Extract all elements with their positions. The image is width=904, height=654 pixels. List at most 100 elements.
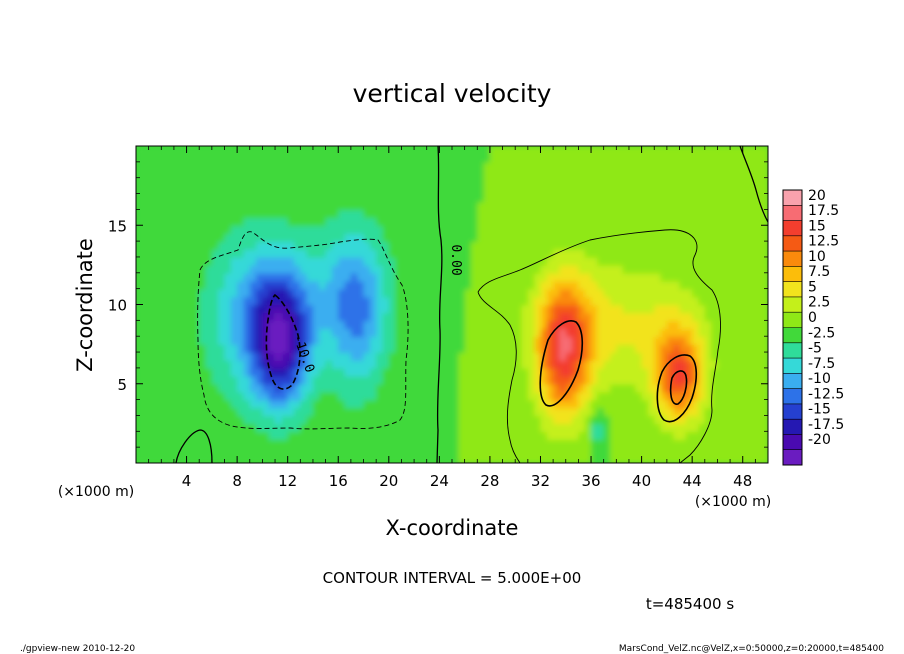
- field-cell: [502, 328, 510, 337]
- field-cell: [230, 415, 238, 425]
- field-cell: [237, 320, 245, 330]
- field-cell: [357, 304, 365, 314]
- field-cell: [294, 296, 302, 306]
- field-cell: [628, 193, 637, 203]
- field-cell: [407, 161, 415, 171]
- field-cell: [433, 336, 441, 345]
- field-cell: [711, 177, 719, 187]
- field-cell: [483, 169, 491, 179]
- field-cell: [666, 312, 674, 322]
- field-cell: [294, 359, 302, 369]
- colorbar-label: 15: [808, 218, 826, 234]
- field-cell: [186, 344, 194, 353]
- field-cell: [325, 146, 333, 155]
- field-cell: [136, 455, 144, 463]
- field-cell: [685, 383, 693, 393]
- field-cell: [281, 146, 289, 155]
- field-cell: [199, 209, 207, 219]
- field-cell: [572, 336, 580, 345]
- field-cell: [515, 209, 523, 219]
- field-cell: [730, 439, 738, 448]
- field-cell: [717, 296, 725, 306]
- field-cell: [654, 177, 662, 187]
- field-cell: [180, 328, 188, 337]
- field-cell: [382, 296, 390, 306]
- field-cell: [673, 280, 681, 290]
- field-cell: [211, 431, 219, 441]
- field-cell: [275, 336, 283, 345]
- field-cell: [401, 391, 409, 401]
- field-cell: [591, 209, 599, 219]
- field-cell: [521, 193, 529, 203]
- field-cell: [647, 241, 656, 250]
- field-cell: [730, 209, 738, 219]
- field-cell: [350, 177, 358, 187]
- field-cell: [350, 399, 358, 409]
- field-cell: [749, 415, 757, 425]
- field-cell: [641, 241, 649, 250]
- field-cell: [749, 431, 757, 441]
- field-cell: [546, 209, 554, 219]
- field-cell: [369, 146, 377, 155]
- field-cell: [344, 391, 352, 401]
- colorbar-label: -2.5: [808, 325, 835, 341]
- field-cell: [319, 272, 327, 282]
- field-cell: [205, 288, 213, 298]
- field-cell: [445, 407, 453, 417]
- field-cell: [534, 328, 542, 337]
- field-cell: [534, 407, 542, 417]
- field-cell: [230, 153, 238, 163]
- field-cell: [515, 320, 523, 330]
- field-cell: [559, 161, 567, 171]
- y-axis-label: Z-coordinate: [73, 238, 97, 372]
- field-cell: [294, 209, 302, 219]
- field-cell: [610, 256, 618, 266]
- field-cell: [704, 193, 712, 203]
- field-cell: [445, 153, 453, 163]
- field-cell: [755, 359, 763, 369]
- field-cell: [237, 161, 245, 171]
- field-cell: [186, 153, 194, 163]
- field-cell: [445, 272, 453, 282]
- field-cell: [294, 264, 302, 274]
- field-cell: [477, 304, 485, 314]
- field-cell: [420, 423, 428, 433]
- field-cell: [350, 312, 358, 322]
- field-cell: [376, 288, 384, 298]
- field-cell: [755, 312, 763, 322]
- field-cell: [161, 399, 169, 409]
- field-cell: [173, 447, 182, 456]
- field-cell: [154, 367, 163, 377]
- field-cell: [180, 359, 188, 369]
- field-cell: [559, 423, 567, 433]
- field-cell: [249, 407, 257, 417]
- field-cell: [388, 233, 396, 242]
- field-cell: [591, 153, 599, 163]
- field-cell: [414, 439, 422, 448]
- field-cell: [142, 272, 150, 282]
- field-cell: [628, 391, 637, 401]
- field-cell: [559, 455, 567, 463]
- field-cell: [717, 320, 725, 330]
- field-cell: [249, 383, 257, 393]
- field-cell: [275, 201, 283, 211]
- field-cell: [426, 328, 434, 337]
- field-cell: [426, 439, 434, 448]
- field-cell: [142, 209, 150, 219]
- field-cell: [300, 225, 308, 234]
- field-cell: [338, 193, 346, 203]
- field-cell: [407, 264, 415, 274]
- field-cell: [357, 153, 365, 163]
- field-cell: [597, 288, 605, 298]
- field-cell: [496, 304, 504, 314]
- field-cell: [433, 249, 441, 258]
- field-cell: [641, 352, 649, 361]
- field-cell: [616, 225, 624, 234]
- field-cell: [186, 407, 194, 417]
- field-cell: [249, 288, 257, 298]
- field-cell: [439, 423, 447, 433]
- field-cell: [426, 185, 434, 195]
- x-tick-label: 12: [278, 472, 297, 490]
- field-cell: [654, 233, 662, 242]
- field-cell: [382, 431, 390, 441]
